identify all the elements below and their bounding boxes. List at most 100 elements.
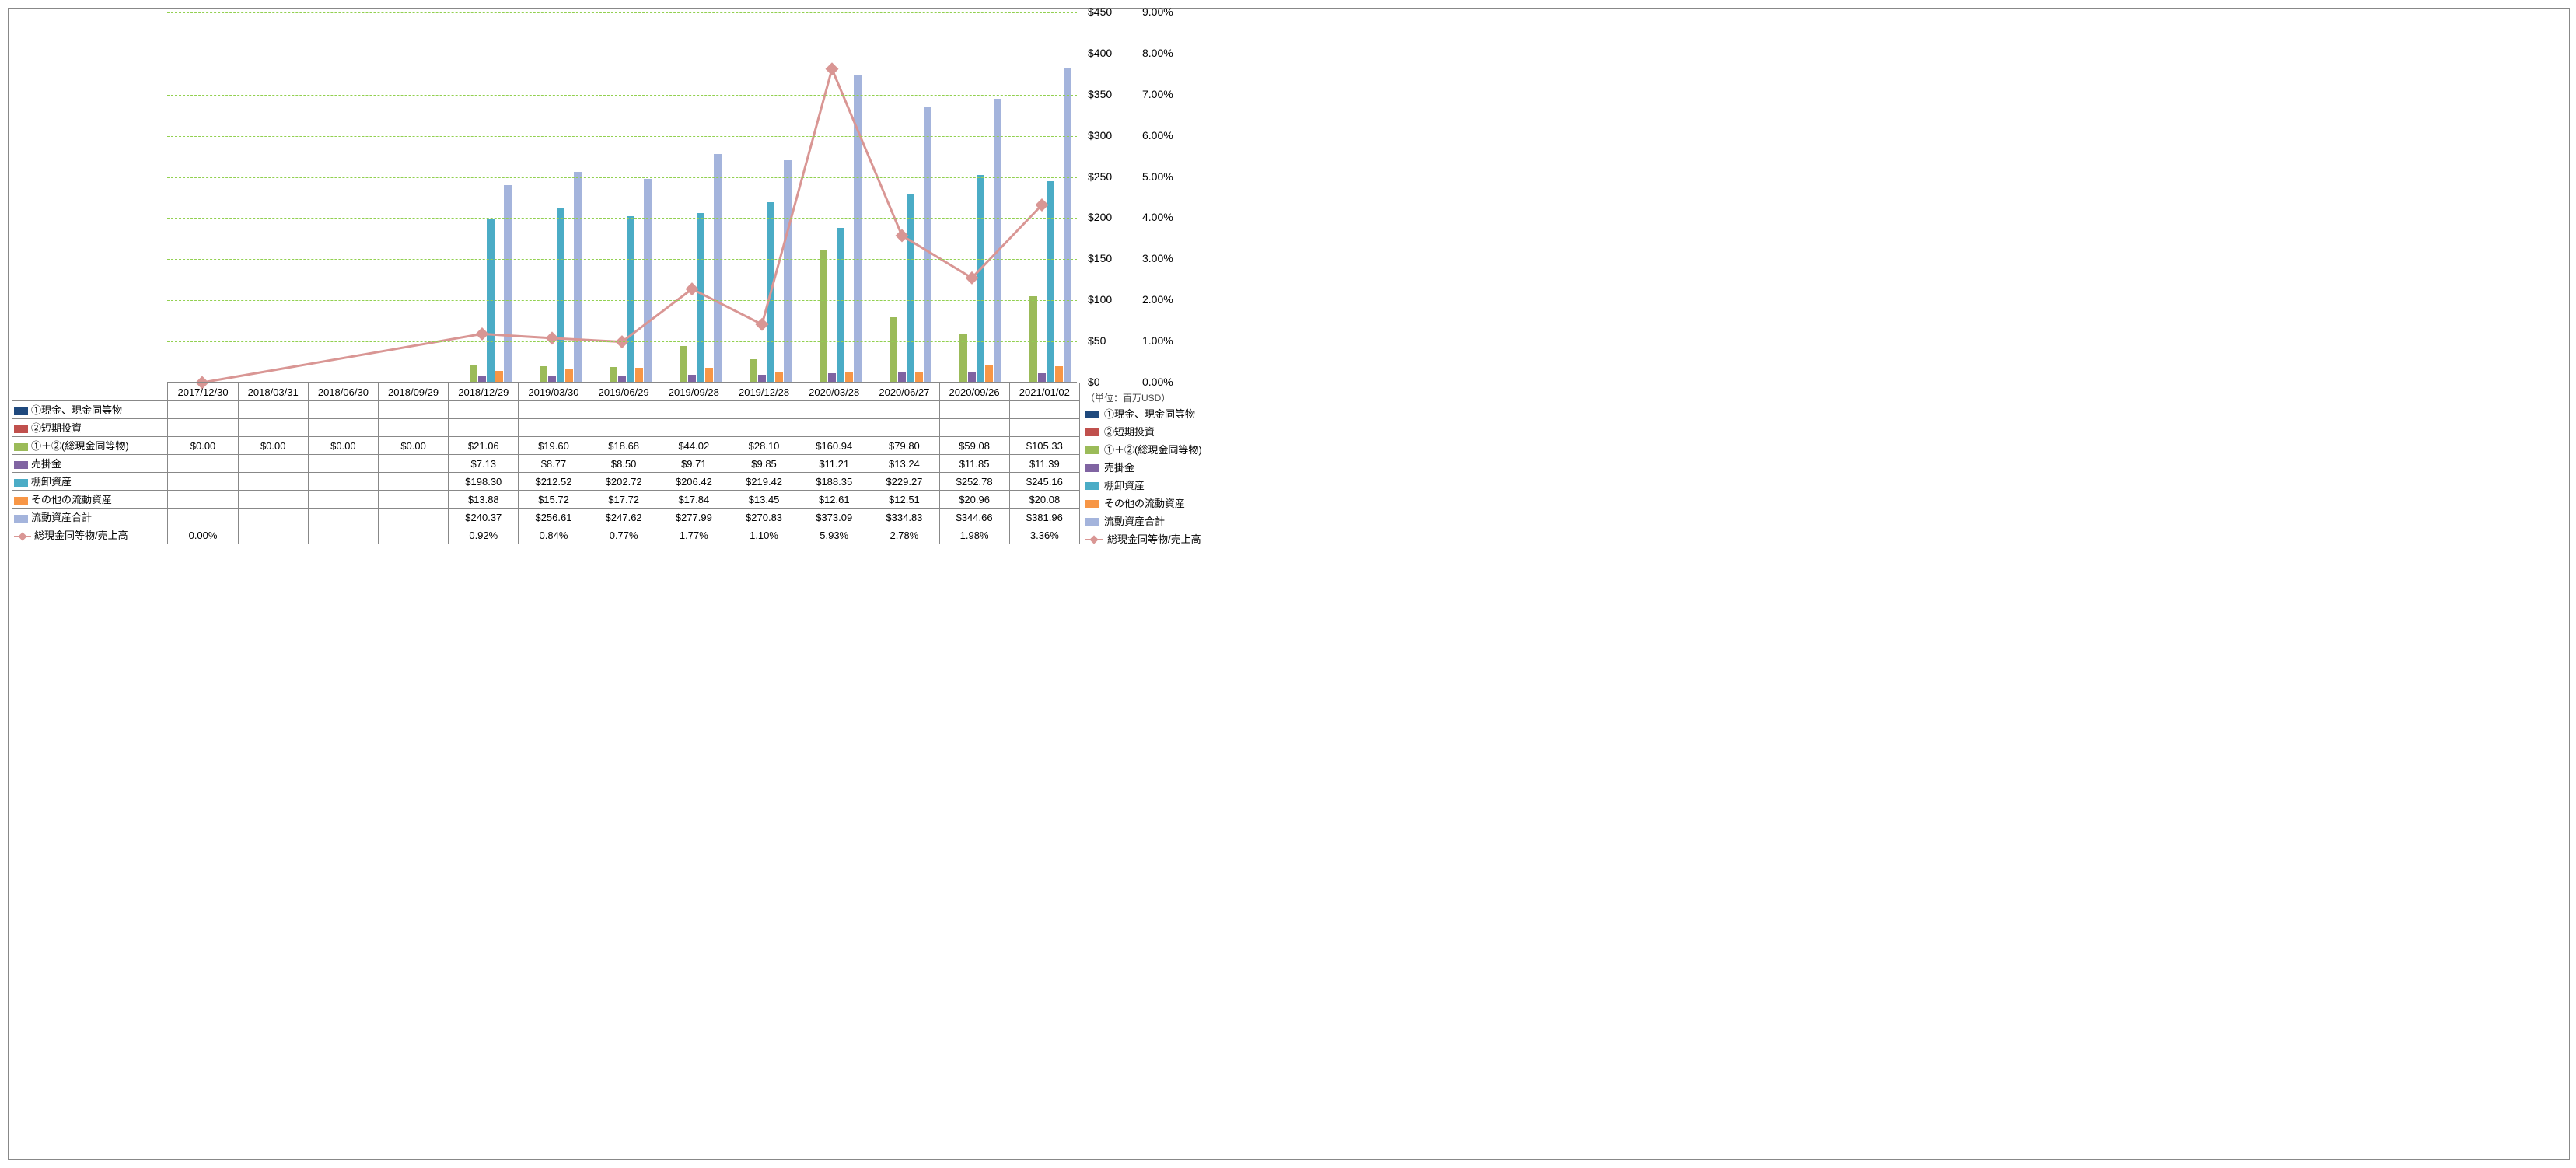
cell-s7: $256.61 <box>519 509 589 526</box>
legend-swatch-s5 <box>14 477 28 489</box>
marker-s8 <box>826 62 839 75</box>
legend-item-s3: ①＋②(総現金同等物) <box>1085 441 1202 459</box>
category-header: 2018/12/29 <box>449 383 519 401</box>
secondary-axis-tick: 3.00% <box>1142 252 1189 264</box>
cell-s6: $17.84 <box>659 491 729 509</box>
cell-s7 <box>308 509 378 526</box>
table-row-s4: 売掛金$7.13$8.77$8.50$9.71$9.85$11.21$13.24… <box>12 455 1080 473</box>
category-header: 2019/03/30 <box>519 383 589 401</box>
category-header: 2018/06/30 <box>308 383 378 401</box>
legend-swatch-s5 <box>1085 477 1099 495</box>
cell-s1 <box>659 401 729 419</box>
legend-item-s8: 総現金同等物/売上高 <box>1085 530 1202 548</box>
primary-axis-tick: $350 <box>1088 88 1131 100</box>
cell-s8 <box>308 526 378 544</box>
series-label-s4: 売掛金 <box>12 455 168 473</box>
cell-s1 <box>869 401 939 419</box>
gridline <box>167 300 1077 301</box>
legend-swatch-s7 <box>14 513 28 525</box>
cell-s6: $12.51 <box>869 491 939 509</box>
cell-s8: 1.10% <box>729 526 799 544</box>
cell-s2 <box>939 419 1009 437</box>
cell-s2 <box>1009 419 1079 437</box>
cell-s6 <box>379 491 449 509</box>
secondary-axis-tick: 0.00% <box>1142 376 1189 388</box>
category-header: 2018/09/29 <box>379 383 449 401</box>
cell-s4: $13.24 <box>869 455 939 473</box>
category-header: 2019/06/29 <box>589 383 659 401</box>
cell-s7 <box>238 509 308 526</box>
legend-item-label: ②短期投資 <box>1104 426 1155 438</box>
cell-s6: $13.45 <box>729 491 799 509</box>
legend-swatch-s7 <box>1085 513 1099 531</box>
secondary-axis-tick: 5.00% <box>1142 170 1189 183</box>
right-legend: ①現金、現金同等物②短期投資①＋②(総現金同等物)売掛金棚卸資産その他の流動資産… <box>1085 405 1202 548</box>
cell-s6 <box>238 491 308 509</box>
marker-s8 <box>476 327 489 341</box>
cell-s5: $252.78 <box>939 473 1009 491</box>
cell-s8: 0.77% <box>589 526 659 544</box>
cell-s3: $0.00 <box>308 437 378 455</box>
cell-s7 <box>379 509 449 526</box>
cell-s2 <box>449 419 519 437</box>
cell-s5: $198.30 <box>449 473 519 491</box>
cell-s3: $59.08 <box>939 437 1009 455</box>
category-header: 2018/03/31 <box>238 383 308 401</box>
category-header: 2020/06/27 <box>869 383 939 401</box>
cell-s8 <box>379 526 449 544</box>
marker-s8 <box>546 331 559 344</box>
cell-s8: 1.77% <box>659 526 729 544</box>
cell-s3: $160.94 <box>799 437 869 455</box>
cell-s1 <box>589 401 659 419</box>
cell-s8: 2.78% <box>869 526 939 544</box>
cell-s8: 1.98% <box>939 526 1009 544</box>
cell-s1 <box>799 401 869 419</box>
secondary-axis-tick: 4.00% <box>1142 211 1189 223</box>
cell-s5 <box>168 473 238 491</box>
plot-area <box>167 12 1077 383</box>
primary-axis-tick: $200 <box>1088 211 1131 223</box>
cell-s5: $212.52 <box>519 473 589 491</box>
secondary-axis-tick: 1.00% <box>1142 334 1189 347</box>
legend-swatch-s8 <box>1085 531 1103 549</box>
gridline <box>167 136 1077 137</box>
series-label-s5: 棚卸資産 <box>12 473 168 491</box>
gridline <box>167 95 1077 96</box>
cell-s3: $44.02 <box>659 437 729 455</box>
cell-s7: $381.96 <box>1009 509 1079 526</box>
category-header: 2021/01/02 <box>1009 383 1079 401</box>
primary-axis-tick: $300 <box>1088 129 1131 142</box>
table-row-s7: 流動資産合計$240.37$256.61$247.62$277.99$270.8… <box>12 509 1080 526</box>
legend-swatch-s2 <box>1085 424 1099 442</box>
secondary-axis-tick: 9.00% <box>1142 5 1189 18</box>
cell-s4: $11.85 <box>939 455 1009 473</box>
chart-container: $0$50$100$150$200$250$300$350$400$450 0.… <box>8 8 2570 1160</box>
legend-swatch-s4 <box>14 460 28 471</box>
cell-s5 <box>238 473 308 491</box>
primary-axis-tick: $450 <box>1088 5 1131 18</box>
gridline <box>167 12 1077 13</box>
legend-item-label: その他の流動資産 <box>1104 498 1185 509</box>
cell-s1 <box>168 401 238 419</box>
cell-s4: $9.71 <box>659 455 729 473</box>
cell-s6: $17.72 <box>589 491 659 509</box>
cell-s2 <box>519 419 589 437</box>
cell-s6: $12.61 <box>799 491 869 509</box>
legend-swatch-s2 <box>14 424 28 435</box>
cell-s3: $19.60 <box>519 437 589 455</box>
category-header: 2019/12/28 <box>729 383 799 401</box>
cell-s1 <box>308 401 378 419</box>
category-header: 2019/09/28 <box>659 383 729 401</box>
series-label-s8: 総現金同等物/売上高 <box>12 526 168 544</box>
legend-swatch-s4 <box>1085 460 1099 477</box>
legend-item-s2: ②短期投資 <box>1085 423 1202 441</box>
primary-axis-tick: $0 <box>1088 376 1131 388</box>
series-label-text: ①＋②(総現金同等物) <box>31 440 129 452</box>
table-row-s3: ①＋②(総現金同等物)$0.00$0.00$0.00$0.00$21.06$19… <box>12 437 1080 455</box>
series-label-text: 棚卸資産 <box>31 476 72 488</box>
cell-s4: $11.39 <box>1009 455 1079 473</box>
cell-s4 <box>238 455 308 473</box>
marker-s8 <box>756 318 769 331</box>
cell-s8 <box>238 526 308 544</box>
legend-item-label: 総現金同等物/売上高 <box>1107 533 1201 545</box>
